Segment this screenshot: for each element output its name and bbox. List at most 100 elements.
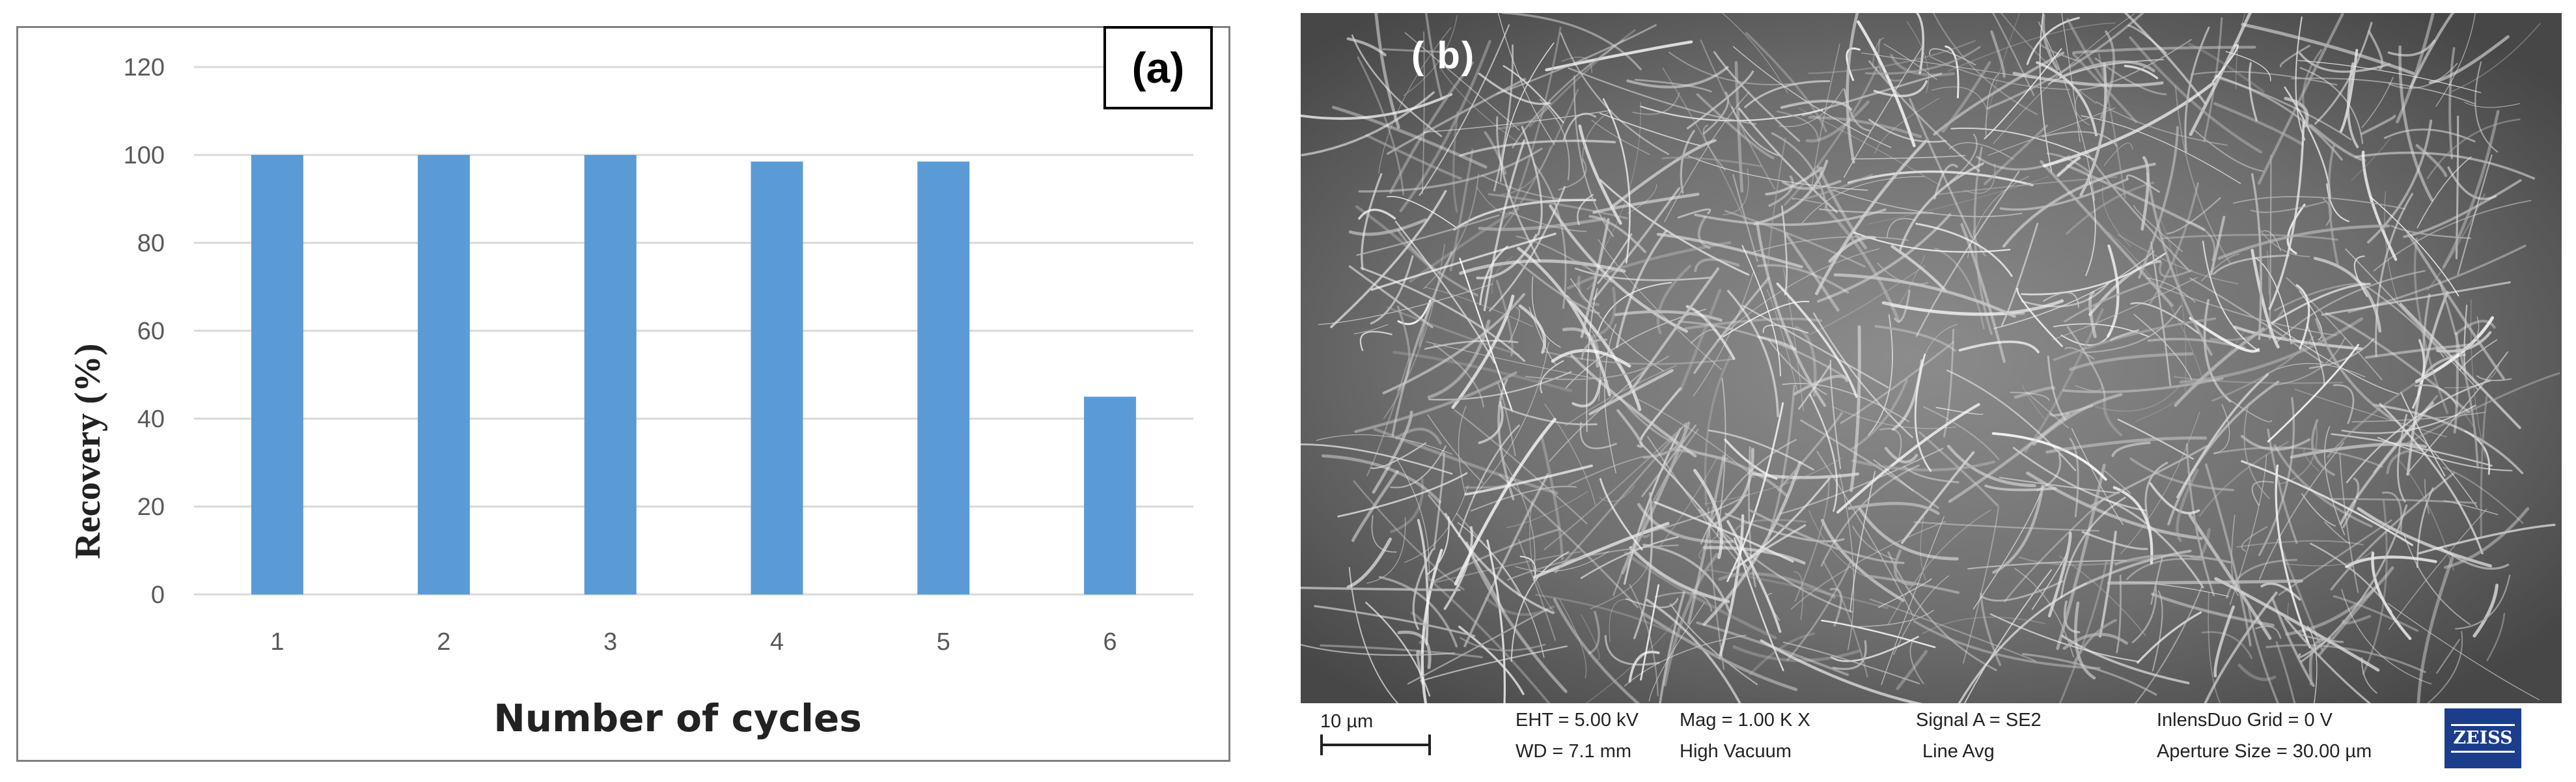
fiber-strand <box>1354 371 1517 433</box>
fiber-strand <box>2302 49 2323 128</box>
fiber-strand <box>1582 109 1613 176</box>
fiber-strand <box>1403 15 1458 96</box>
fiber-strand <box>2042 292 2079 308</box>
fiber-strand <box>1330 189 1447 329</box>
fiber-strand <box>1531 276 1561 348</box>
fiber-strand <box>2278 519 2392 596</box>
fiber-strand <box>1609 598 1629 643</box>
fiber-strand <box>2341 404 2476 434</box>
fiber-strand <box>1669 603 1758 686</box>
fiber-strand <box>1840 341 1955 425</box>
fiber-strand <box>1397 299 1432 326</box>
fiber-strand <box>2237 663 2277 681</box>
fiber-strand <box>2159 261 2193 278</box>
fiber-strand <box>2213 605 2236 678</box>
fiber-strand <box>1849 471 1876 612</box>
fiber-strand <box>1648 602 1705 702</box>
fiber-strand <box>1900 451 1975 544</box>
fiber-strand <box>1752 472 1859 479</box>
fiber-strand <box>1874 98 1940 154</box>
fiber-strand <box>1451 294 1515 410</box>
fiber-strand <box>1529 499 1555 613</box>
fiber-strand <box>1424 13 1443 100</box>
fiber-strand <box>2042 81 2215 168</box>
fiber-strand <box>2435 331 2492 353</box>
fiber-strand <box>2368 30 2384 70</box>
fiber-strand <box>1424 286 1533 327</box>
fiber-strand <box>1846 13 1859 164</box>
fiber-strand <box>2052 277 2198 341</box>
fiber-strand <box>2066 18 2111 89</box>
fiber-strand <box>2323 198 2332 226</box>
fiber-strand <box>2117 419 2194 460</box>
fiber-strand <box>1359 331 1392 352</box>
wd-value: WD = 7.1 mm <box>1516 741 1632 762</box>
fiber-strand <box>1741 245 1781 376</box>
fiber-strand <box>1500 42 1555 182</box>
fiber-strand <box>2405 372 2560 445</box>
fiber-strand <box>1508 211 1587 232</box>
fiber-strand <box>1358 147 1543 193</box>
fiber-strand <box>2026 16 2080 65</box>
fiber-strand <box>1721 13 1788 94</box>
fiber-strand <box>1973 146 1993 335</box>
fiber-strand <box>1984 13 2020 128</box>
fiber-strand <box>1800 419 1939 509</box>
fiber-strand <box>1348 265 1433 328</box>
fiber-strand <box>1497 378 1515 501</box>
fiber-strand <box>1501 13 1642 70</box>
fiber-strand <box>1762 324 1809 334</box>
fiber-strand <box>1745 32 1827 133</box>
fiber-strand <box>1604 324 1617 474</box>
fiber-strand <box>1433 528 1559 583</box>
fiber-strand <box>1423 173 1480 290</box>
fiber-strand <box>1989 613 2140 663</box>
fiber-strand <box>1829 359 1842 469</box>
fiber-strand <box>1625 598 1679 609</box>
fiber-strand <box>2064 346 2095 360</box>
fiber-strand <box>2321 281 2512 316</box>
fiber-strand <box>1874 325 1956 352</box>
sem-micrograph <box>1301 13 2562 703</box>
fiber-strand <box>2167 380 2280 525</box>
fiber-strand <box>1420 645 1568 682</box>
fiber-strand <box>2269 154 2272 341</box>
fiber-strand <box>2129 36 2263 154</box>
fiber-strand <box>1723 301 1810 337</box>
fiber-strand <box>1820 518 1905 602</box>
fiber-strand <box>2486 613 2506 662</box>
fiber-strand <box>2396 413 2408 503</box>
fiber-strand <box>1929 48 1976 66</box>
fiber-strand <box>2103 143 2133 166</box>
fiber-strand <box>1779 88 1844 128</box>
fiber-strand <box>1602 102 1641 252</box>
fiber-strand <box>2257 227 2310 257</box>
fiber-strand <box>1732 645 1861 662</box>
fiber-strand <box>2022 384 2045 419</box>
fiber-strand <box>2317 584 2379 657</box>
fiber-strand <box>1460 637 1546 652</box>
fiber-strand <box>2167 197 2221 234</box>
fiber-strand <box>1624 552 1777 640</box>
fiber-strand <box>1481 175 1590 201</box>
fiber-strand <box>2124 64 2159 79</box>
fiber-strand <box>2146 172 2213 356</box>
fiber-strand <box>1499 473 1639 609</box>
fiber-strand <box>1816 165 1868 249</box>
fiber-strand <box>1898 162 1984 251</box>
fiber-strand <box>1588 215 1646 253</box>
fiber-strand <box>1632 92 1680 115</box>
fiber-strand <box>1641 501 1652 538</box>
fiber-strand <box>2351 412 2486 423</box>
fiber-strand <box>1847 170 2034 186</box>
fiber-strand <box>1637 493 1749 536</box>
fiber-strand <box>2251 173 2262 341</box>
fiber-strand <box>1348 566 1399 703</box>
fiber-strand <box>1404 484 1469 563</box>
fiber-strand <box>2463 304 2468 370</box>
fiber-strand <box>1427 319 1491 399</box>
fiber-strand <box>1331 105 1488 169</box>
fiber-strand <box>2353 255 2368 298</box>
fiber-strand <box>1500 147 1551 195</box>
fiber-strand <box>2399 460 2454 571</box>
